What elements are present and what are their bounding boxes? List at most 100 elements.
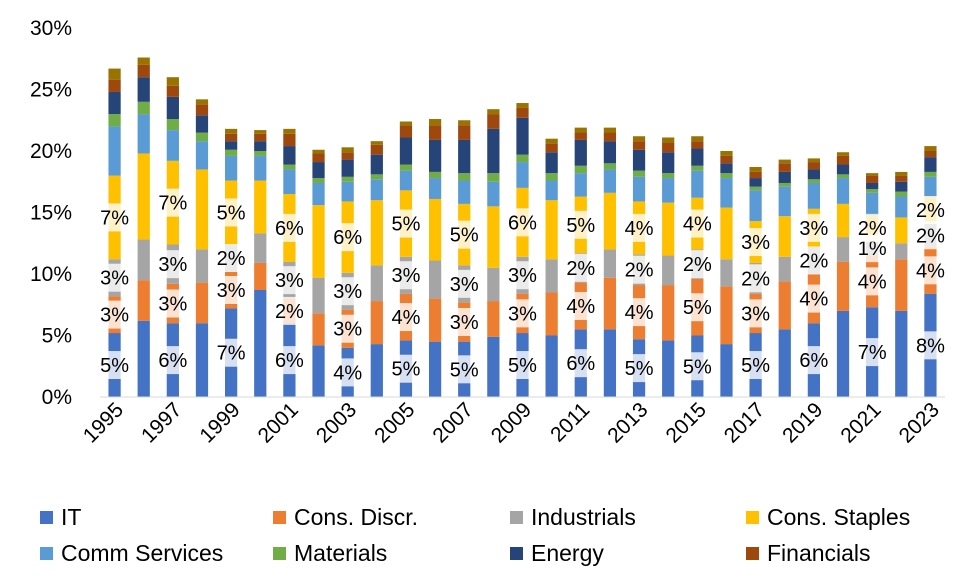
data-label: 2%: [566, 258, 595, 280]
data-label: 3%: [799, 218, 828, 240]
bar-segment-comm-services-2017: [749, 190, 762, 222]
data-label: 5%: [683, 356, 712, 378]
bar-segment-materials-2015: [691, 165, 704, 171]
bar-segment-comm-services-2018: [778, 186, 791, 217]
data-label: 3%: [217, 280, 246, 302]
legend-swatch: [746, 547, 759, 560]
data-label-bg: [92, 263, 137, 292]
bar-segment-materials-2020: [836, 174, 850, 179]
data-label-bg: [558, 291, 603, 320]
data-label: 2%: [741, 268, 770, 290]
x-tick-label: 2005: [370, 398, 419, 447]
bar-segment-industrials-2014: [662, 255, 675, 286]
legend-label: Industrials: [531, 504, 636, 530]
bar-segment-other-2007: [458, 120, 471, 126]
data-label-bg: [791, 284, 836, 313]
bar-segment-comm-services-1997: [166, 130, 179, 161]
bar-segment-cons-staples-1996: [137, 153, 150, 240]
bar-segment-materials-2009: [516, 154, 529, 163]
bar-segment-industrials-2008: [487, 267, 500, 302]
bar-segment-financials-2020: [836, 155, 850, 165]
data-label: 3%: [508, 265, 537, 287]
bar-segment-energy-2018: [778, 171, 791, 183]
data-label: 8%: [916, 335, 945, 357]
bar-segment-energy-1998: [195, 115, 209, 133]
bar-segment-industrials-2010: [545, 259, 558, 293]
bar-segment-cons-discr-2012: [603, 277, 617, 330]
data-label: 3%: [450, 312, 479, 334]
data-label-bg: [383, 261, 428, 290]
data-label: 3%: [741, 232, 770, 254]
bar-segment-comm-services-2006: [428, 178, 442, 199]
bar-segment-comm-services-2008: [487, 181, 500, 207]
bar-segment-other-2016: [720, 151, 733, 156]
bar-segment-cons-discr-1996: [137, 280, 150, 321]
bar-segment-energy-2022: [895, 181, 908, 192]
bar-segment-other-2006: [428, 119, 442, 126]
bar-segment-materials-1997: [166, 119, 179, 131]
data-label: 5%: [683, 297, 712, 319]
data-label-bg: [383, 303, 428, 332]
bar-segment-financials-1998: [195, 104, 209, 116]
data-label-bg: [675, 293, 720, 322]
bar-segment-it-1998: [195, 323, 209, 397]
bar-segment-it-2010: [545, 335, 558, 397]
bar-segment-other-2002: [312, 149, 325, 154]
data-label-bg: [442, 355, 487, 384]
data-label: 3%: [741, 303, 770, 325]
bar-segment-cons-discr-2014: [662, 285, 675, 341]
bar-segment-energy-2013: [632, 149, 646, 171]
bar-segment-comm-services-2023: [924, 176, 937, 197]
x-tick-label: 2003: [312, 398, 361, 447]
data-label-bg: [383, 209, 428, 238]
legend-item-energy: Energy: [510, 540, 604, 567]
bar-segment-other-2005: [399, 121, 413, 126]
bar-segment-other-1997: [166, 77, 179, 86]
bar-segment-cons-staples-2008: [487, 206, 500, 268]
data-label-bg: [267, 266, 312, 295]
bar-segment-cons-staples-2000: [254, 180, 267, 234]
data-label: 7%: [100, 207, 129, 229]
bar-segment-it-2004: [370, 344, 383, 397]
bar-segment-materials-2002: [312, 178, 325, 183]
bar-segment-energy-2016: [720, 163, 733, 174]
bar-segment-comm-services-2021: [866, 192, 879, 215]
bar-segment-industrials-1996: [137, 239, 150, 281]
data-label-bg: [733, 299, 778, 328]
data-label: 3%: [275, 270, 304, 292]
data-label-bg: [325, 277, 370, 306]
data-label-bg: [150, 289, 195, 318]
data-label-bg: [617, 255, 662, 284]
data-label: 7%: [158, 193, 187, 215]
bar-segment-materials-2022: [895, 191, 908, 197]
data-label-bg: [558, 349, 603, 378]
bar-segment-cons-staples-2010: [545, 200, 558, 260]
bar-segment-materials-1999: [225, 149, 238, 156]
bar-segment-financials-2008: [487, 114, 500, 129]
legend-swatch: [746, 511, 759, 524]
bar-segment-energy-2001: [283, 146, 296, 165]
bar-segment-energy-2006: [428, 139, 442, 172]
bar-segment-financials-1997: [166, 85, 179, 97]
data-label-bg: [209, 275, 254, 304]
bar-segment-other-2019: [807, 158, 820, 163]
bar-segment-other-2003: [341, 147, 354, 153]
bar-segment-cons-staples-1998: [195, 169, 209, 250]
bar-segment-comm-services-2005: [399, 170, 413, 191]
bar-segment-cons-discr-2004: [370, 301, 383, 345]
data-label: 7%: [858, 342, 887, 364]
data-label-bg: [500, 351, 545, 380]
legend-label: Financials: [767, 540, 871, 566]
data-label: 4%: [858, 271, 887, 293]
data-label-bg: [267, 213, 312, 242]
data-label-bg: [500, 208, 545, 237]
legend-swatch: [40, 511, 53, 524]
bar-segment-comm-services-2001: [283, 169, 296, 195]
x-tick-label: 2015: [662, 398, 711, 447]
bar-segment-other-2011: [574, 127, 587, 133]
bar-segment-cons-discr-2002: [312, 313, 325, 346]
data-label-bg: [850, 213, 895, 242]
data-label: 3%: [333, 319, 362, 341]
legend-label: Comm Services: [61, 540, 224, 566]
